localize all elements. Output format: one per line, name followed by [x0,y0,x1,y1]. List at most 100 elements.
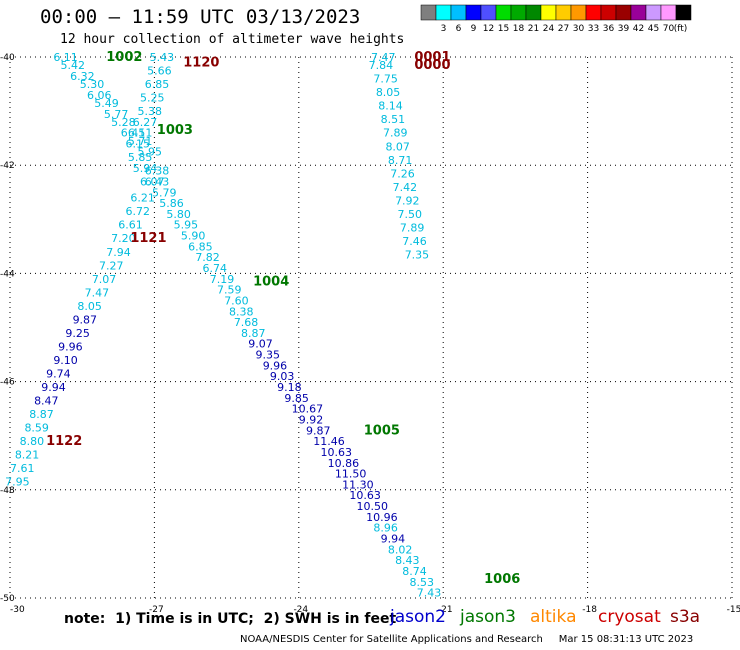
wave-height-value: 7.82 [195,251,220,264]
wave-height-value: 7.75 [373,73,398,86]
legend-label: 3 [441,24,447,34]
footnote: note: 1) Time is in UTC; 2) SWH is in fe… [64,611,397,627]
credit-line: NOAA/NESDIS Center for Satellite Applica… [240,634,694,645]
satellite-label-jason2: jason2 [390,607,446,627]
legend-label: 70 [663,24,675,34]
y-tick-label: -40 [0,53,15,63]
legend-label: 12 [483,24,494,34]
wave-height-value: 7.94 [106,246,130,259]
legend-label: 15 [498,24,509,34]
wave-height-value: 6.74 [203,262,228,275]
wave-height-value: 5.95 [138,146,163,159]
wave-height-value: 10.63 [320,446,352,459]
legend-label: 30 [573,24,585,34]
legend-unit: (ft) [674,24,688,34]
wave-height-value: 6.45 [121,127,146,140]
wave-height-value: 10.86 [328,457,360,470]
wave-height-value: 6.61 [118,219,143,232]
pass-time-label: 0001 [414,50,450,65]
wave-height-value: 5.94 [133,162,158,175]
wave-height-value: 7.46 [402,235,427,248]
x-tick-label: -27 [149,605,164,615]
wave-height-value: 9.03 [270,370,295,383]
pass-time-label: 1122 [46,434,82,449]
y-tick-label: -48 [0,486,15,496]
wave-height-value: 9.96 [58,340,82,353]
x-tick-label: -18 [582,605,597,615]
x-tick-label: -21 [438,605,453,615]
wave-height-value: 5.85 [128,151,153,164]
wave-height-value: 8.53 [410,576,435,589]
legend-label: 9 [471,24,477,34]
wave-height-value: 9.25 [65,327,90,340]
wave-height-value: 9.07 [248,338,273,351]
wave-height-value: 5.38 [138,105,163,118]
wave-height-value: 5.79 [152,186,177,199]
wave-height-value: 8.59 [24,422,49,435]
wave-height-value: 6.72 [126,205,150,218]
wave-height-value: 6.06 [87,89,112,102]
wave-height-value: 11.50 [335,468,367,481]
pass-time-label: 1004 [253,275,289,290]
wave-height-value: 7.47 [371,51,396,64]
wave-height-value: 7.42 [393,181,418,194]
wave-height-value: 9.96 [263,359,288,372]
wave-height-value: 5.71 [128,135,153,148]
chart-title: 00:00 – 11:59 UTC 03/13/2023 [40,6,361,28]
wave-height-value: 7.84 [369,59,394,72]
legend-label: 36 [603,24,615,34]
pass-time-label: 1120 [183,55,219,70]
wave-height-value: 6.11 [128,127,153,140]
wave-height-value: 11.30 [342,478,374,491]
legend-label: 33 [588,24,599,34]
wave-height-value: 6.07 [140,175,165,188]
wave-height-value: 5.25 [140,92,165,105]
wave-height-value: 7.95 [5,476,30,489]
wave-height-value: 7.07 [92,273,117,286]
color-legend: 3 6 9 12 15 18 21 24 27 30 33 36 39 42 45 70 (ft) [420,4,692,34]
wave-height-value: 9.35 [255,349,279,362]
wave-height-value: 5.30 [80,78,105,91]
satellite-label-s3a: s3a [670,607,701,627]
wave-height-value: 7.68 [234,316,259,329]
wave-height-value: 8.05 [77,300,102,313]
pass-time-label: 1006 [484,572,520,587]
wave-height-value: 7.20 [111,232,136,245]
wave-height-value: 8.02 [388,543,413,556]
satellite-label-altika: altika [530,607,577,627]
wave-height-value: 7.61 [10,462,35,475]
satellite-label-jason3: jason3 [460,607,516,627]
pass-time-label: 0000 [414,58,450,73]
wave-height-value: 7.60 [224,294,249,307]
legend-label: 42 [633,24,644,34]
wave-height-value: 7.43 [417,587,442,600]
wave-height-value: 5.86 [159,197,184,210]
wave-height-value: 7.89 [400,221,425,234]
y-tick-label: -50 [0,594,15,604]
wave-height-value: 8.47 [34,395,59,408]
wave-height-value: 9.85 [284,392,309,405]
x-tick-label: -15 [727,605,740,615]
wave-height-value: 11.46 [313,435,345,448]
wave-height-value: 5.77 [104,108,129,121]
wave-height-value: 10.50 [357,500,389,513]
wave-height-value: 5.90 [181,230,206,243]
wave-height-value: 5.43 [150,51,175,64]
wave-height-value: 8.21 [15,449,39,462]
wave-height-value: 8.14 [378,100,403,113]
wave-height-value: 6.27 [133,116,158,129]
pass-time-label: 1003 [157,123,193,138]
wave-height-value: 9.18 [277,381,302,394]
wave-height-value: 7.47 [85,286,110,299]
wave-height-value: 6.11 [53,51,78,64]
wave-height-value: 7.19 [210,273,235,286]
wave-height-value: 6.85 [145,78,170,91]
legend-label: 18 [513,24,525,34]
wave-height-value: 5.49 [94,97,119,110]
wave-height-value: 6.15 [126,138,150,151]
wave-height-value: 8.51 [381,113,406,126]
wave-height-value: 7.27 [99,259,124,272]
pass-time-label: 1002 [106,50,142,65]
wave-height-value: 9.94 [41,381,66,394]
